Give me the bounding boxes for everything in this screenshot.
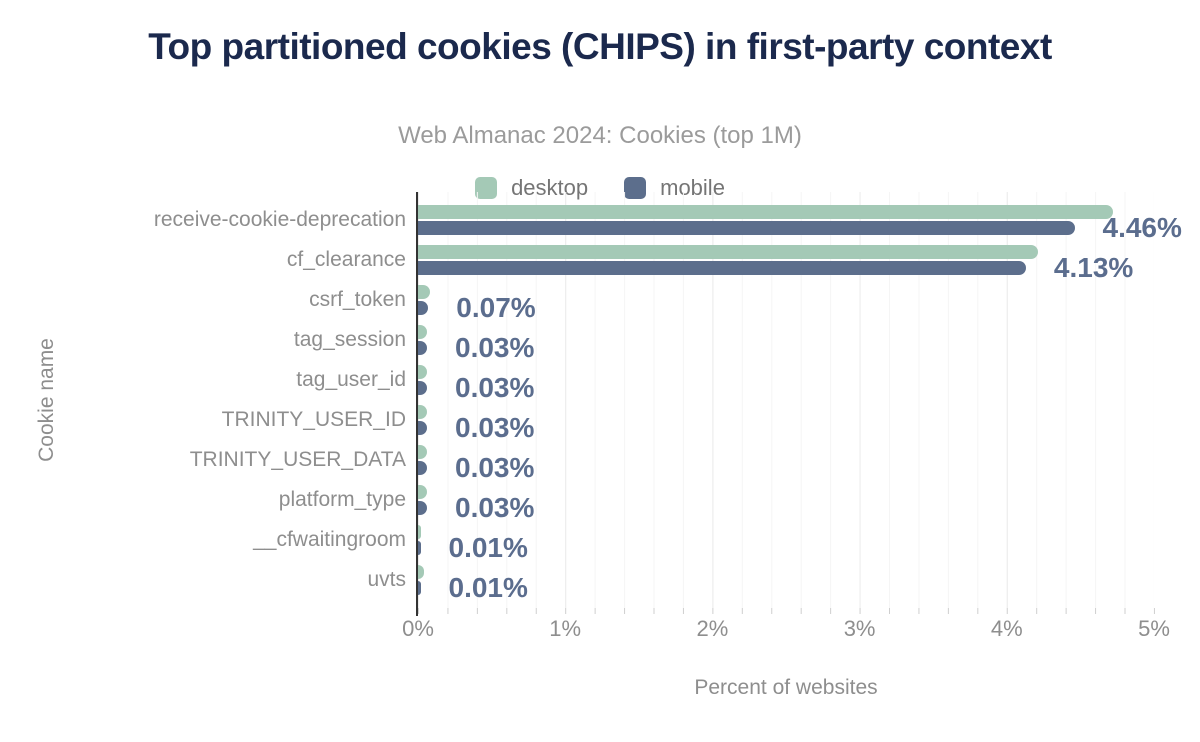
legend-item-desktop[interactable]: desktop [475,175,588,201]
mobile-bar[interactable] [418,461,427,475]
category-label: tag_session [293,328,406,351]
bar-rows: receive-cookie-deprecation 4.46% cf_clea… [154,200,1182,603]
chart-row: cf_clearance 4.13% [287,240,1154,283]
category-label: tag_user_id [296,368,406,391]
category-label: platform_type [278,488,406,511]
desktop-bar[interactable] [418,445,427,459]
desktop-bar[interactable] [418,205,1113,219]
mobile-bar[interactable] [418,301,429,315]
x-tick-label: 4% [990,616,1023,641]
data-label: 0.01% [448,572,528,603]
legend: desktop mobile [0,175,1200,201]
legend-label-desktop: desktop [511,175,589,200]
x-tick-label: 1% [549,616,582,641]
mobile-bar[interactable] [418,341,427,355]
chart-row: csrf_token 0.07% [309,280,1154,323]
category-label: __cfwaitingroom [253,528,406,551]
x-tick-label: 0% [402,616,434,641]
y-axis-line [416,192,418,616]
data-label: 0.03% [455,492,535,523]
data-label: 0.03% [455,452,535,483]
mobile-bar[interactable] [418,381,427,395]
x-axis-title: Percent of websites [694,676,878,699]
category-label: csrf_token [309,288,406,311]
data-label: 0.03% [455,372,535,403]
y-axis-title: Cookie name [35,338,58,462]
chart-row: uvts 0.01% [367,560,1154,603]
chart-row: receive-cookie-deprecation 4.46% [154,200,1182,243]
desktop-bar[interactable] [418,565,424,579]
category-label: cf_clearance [286,248,406,271]
chart-row: TRINITY_USER_DATA 0.03% [190,440,1154,483]
category-label: receive-cookie-deprecation [153,208,406,231]
mobile-bar[interactable] [418,261,1026,275]
desktop-bar[interactable] [418,325,427,339]
mobile-bar[interactable] [418,501,427,515]
data-label: 0.03% [455,412,535,443]
chart-subtitle: Web Almanac 2024: Cookies (top 1M) [398,122,802,149]
desktop-bar[interactable] [418,285,430,299]
legend-item-mobile[interactable]: mobile [624,175,725,201]
x-tick-label: 2% [696,616,729,641]
legend-label-mobile: mobile [660,175,725,200]
data-label: 0.03% [455,332,535,363]
desktop-bar[interactable] [418,525,421,539]
x-tick-label: 5% [1138,616,1170,641]
data-label: 0.01% [448,532,528,563]
chart-row: TRINITY_USER_ID 0.03% [222,400,1154,443]
data-label: 0.07% [456,292,536,323]
category-label: TRINITY_USER_DATA [189,448,406,471]
mobile-bar[interactable] [418,221,1075,235]
mobile-bar[interactable] [418,541,421,555]
chart-row: __cfwaitingroom 0.01% [253,520,1154,563]
x-tick-label: 3% [843,616,876,641]
chart-title-text: Top partitioned cookies (CHIPS) in first… [148,26,1052,67]
x-axis-ticks [418,608,1156,614]
chart-row: tag_session 0.03% [294,320,1154,363]
chart-title: Top partitioned cookies (CHIPS) in first… [0,26,1200,69]
desktop-bar[interactable] [418,485,427,499]
desktop-bar[interactable] [418,245,1038,259]
data-label: 4.46% [1102,212,1182,243]
mobile-bar[interactable] [418,581,421,595]
chart-row: tag_user_id 0.03% [296,360,1154,403]
chart-row: platform_type 0.03% [279,480,1154,523]
desktop-bar[interactable] [418,405,427,419]
mobile-bar[interactable] [418,421,427,435]
mobile-swatch-icon [624,177,647,199]
data-label: 4.13% [1053,252,1134,283]
desktop-bar[interactable] [418,365,427,379]
desktop-swatch-icon [475,177,498,199]
x-axis-labels: 0% 1% 2% 3% 4% 5% [402,616,1170,644]
category-label: uvts [367,568,406,591]
plot-area: receive-cookie-deprecation 4.46% cf_clea… [154,192,1182,616]
category-label: TRINITY_USER_ID [221,408,406,431]
